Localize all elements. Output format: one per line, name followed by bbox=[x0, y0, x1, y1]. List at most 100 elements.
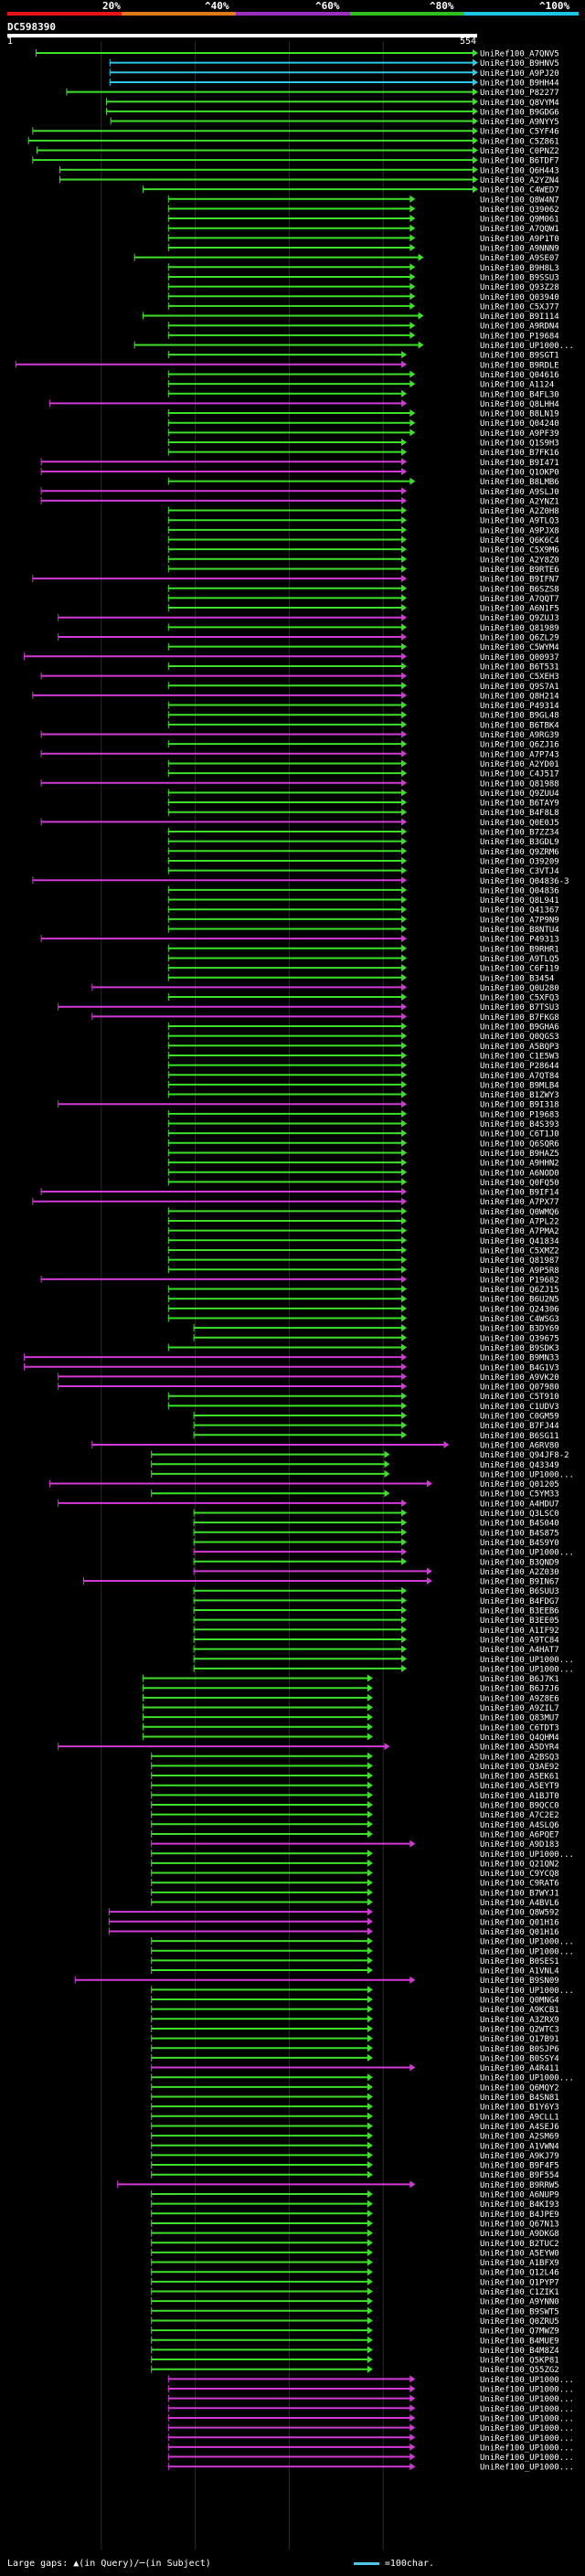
hit-label[interactable]: UniRef100_Q81989 bbox=[480, 624, 559, 633]
hit-label[interactable]: UniRef100_UP1000... bbox=[480, 1947, 574, 1956]
hit-label[interactable]: UniRef100_Q1OKP0 bbox=[480, 468, 559, 477]
hit-label[interactable]: UniRef100_Q17B91 bbox=[480, 2035, 559, 2044]
hit-label[interactable]: UniRef100_A9SE07 bbox=[480, 254, 559, 263]
hit-label[interactable]: UniRef100_Q5KP81 bbox=[480, 2357, 559, 2366]
hit-label[interactable]: UniRef100_A5EK61 bbox=[480, 1773, 559, 1782]
hit-label[interactable]: UniRef100_Q9ZUJ3 bbox=[480, 614, 559, 623]
hit-label[interactable]: UniRef100_Q9ZRM6 bbox=[480, 848, 559, 857]
hit-label[interactable]: UniRef100_C5XMZ2 bbox=[480, 1246, 559, 1256]
hit-label[interactable]: UniRef100_B9SGT1 bbox=[480, 352, 559, 361]
hit-label[interactable]: UniRef100_C5Z861 bbox=[480, 137, 559, 146]
hit-label[interactable]: UniRef100_P49313 bbox=[480, 936, 559, 945]
hit-label[interactable]: UniRef100_A9Z8E6 bbox=[480, 1694, 559, 1703]
hit-label[interactable]: UniRef100_Q83MU7 bbox=[480, 1714, 559, 1723]
hit-label[interactable]: UniRef100_UP1000... bbox=[480, 2386, 574, 2395]
hit-label[interactable]: UniRef100_Q24306 bbox=[480, 1305, 559, 1314]
hit-label[interactable]: UniRef100_B9RHR1 bbox=[480, 945, 559, 954]
hit-label[interactable]: UniRef100_C5XJ77 bbox=[480, 302, 559, 312]
hit-label[interactable]: UniRef100_B0SJP6 bbox=[480, 2045, 559, 2054]
hit-label[interactable]: UniRef100_Q7MWZ9 bbox=[480, 2327, 559, 2337]
hit-label[interactable]: UniRef100_B7FJ44 bbox=[480, 1422, 559, 1431]
hit-label[interactable]: UniRef100_B9IF14 bbox=[480, 1189, 559, 1198]
hit-label[interactable]: UniRef100_C1ZIK1 bbox=[480, 2288, 559, 2297]
hit-label[interactable]: UniRef100_Q6ZL29 bbox=[480, 634, 559, 643]
hit-label[interactable]: UniRef100_Q2WTC3 bbox=[480, 2025, 559, 2034]
hit-label[interactable]: UniRef100_Q67N13 bbox=[480, 2220, 559, 2229]
hit-label[interactable]: UniRef100_A7PMA2 bbox=[480, 1227, 559, 1236]
hit-label[interactable]: UniRef100_Q81987 bbox=[480, 1256, 559, 1266]
hit-label[interactable]: UniRef100_A7QQT7 bbox=[480, 595, 559, 604]
hit-label[interactable]: UniRef100_B4FL30 bbox=[480, 390, 559, 399]
hit-label[interactable]: UniRef100_A4HDU7 bbox=[480, 1500, 559, 1509]
hit-label[interactable]: UniRef100_A9CLL1 bbox=[480, 2113, 559, 2122]
hit-label[interactable]: UniRef100_A6N1F5 bbox=[480, 605, 559, 614]
hit-label[interactable]: UniRef100_A5EYT9 bbox=[480, 1782, 559, 1791]
hit-label[interactable]: UniRef100_P19682 bbox=[480, 1276, 559, 1285]
hit-label[interactable]: UniRef100_B9MLB4 bbox=[480, 1081, 559, 1090]
hit-label[interactable]: UniRef100_B8LN19 bbox=[480, 410, 559, 419]
hit-label[interactable]: UniRef100_A1BJT0 bbox=[480, 1792, 559, 1801]
hit-label[interactable]: UniRef100_C9YCQ8 bbox=[480, 1870, 559, 1879]
hit-label[interactable]: UniRef100_Q0QGS3 bbox=[480, 1033, 559, 1042]
hit-label[interactable]: UniRef100_A1BFX9 bbox=[480, 2259, 559, 2268]
hit-label[interactable]: UniRef100_Q1PYP7 bbox=[480, 2278, 559, 2287]
hit-label[interactable]: UniRef100_B4SN81 bbox=[480, 2094, 559, 2103]
hit-label[interactable]: UniRef100_C5YM33 bbox=[480, 1490, 559, 1500]
hit-label[interactable]: UniRef100_C9RAT6 bbox=[480, 1880, 559, 1889]
hit-label[interactable]: UniRef100_C5T910 bbox=[480, 1393, 559, 1402]
hit-label[interactable]: UniRef100_B9HAZ5 bbox=[480, 1150, 559, 1159]
hit-label[interactable]: UniRef100_B6TDF7 bbox=[480, 157, 559, 166]
hit-label[interactable]: UniRef100_B6SUU3 bbox=[480, 1587, 559, 1596]
hit-label[interactable]: UniRef100_B7FK16 bbox=[480, 449, 559, 458]
hit-label[interactable]: UniRef100_A2Y8Z0 bbox=[480, 556, 559, 565]
hit-label[interactable]: UniRef100_B4S393 bbox=[480, 1120, 559, 1129]
hit-label[interactable]: UniRef100_A2YZN4 bbox=[480, 176, 559, 186]
hit-label[interactable]: UniRef100_A2YNZ1 bbox=[480, 497, 559, 506]
hit-label[interactable]: UniRef100_C1E5W3 bbox=[480, 1052, 559, 1061]
hit-label[interactable]: UniRef100_Q01H16 bbox=[480, 1928, 559, 1937]
hit-label[interactable]: UniRef100_A5EYW0 bbox=[480, 2249, 559, 2258]
hit-label[interactable]: UniRef100_B9GHA6 bbox=[480, 1023, 559, 1033]
hit-label[interactable]: UniRef100_Q55ZG2 bbox=[480, 2366, 559, 2375]
hit-label[interactable]: UniRef100_A9NYY5 bbox=[480, 118, 559, 127]
hit-label[interactable]: UniRef100_Q6ZJ16 bbox=[480, 741, 559, 750]
hit-label[interactable]: UniRef100_Q41367 bbox=[480, 906, 559, 916]
hit-label[interactable]: UniRef100_Q03940 bbox=[480, 293, 559, 302]
hit-label[interactable]: UniRef100_B4S040 bbox=[480, 1520, 559, 1529]
hit-label[interactable]: UniRef100_C3VTJ4 bbox=[480, 867, 559, 876]
hit-label[interactable]: UniRef100_B4S875 bbox=[480, 1529, 559, 1538]
hit-label[interactable]: UniRef100_A4R411 bbox=[480, 2064, 559, 2073]
hit-label[interactable]: UniRef100_C6T1J0 bbox=[480, 1130, 559, 1140]
hit-label[interactable]: UniRef100_C6TDT3 bbox=[480, 1723, 559, 1733]
hit-label[interactable]: UniRef100_B9HH44 bbox=[480, 79, 559, 88]
hit-label[interactable]: UniRef100_A7C2E2 bbox=[480, 1811, 559, 1820]
hit-label[interactable]: UniRef100_C4WED7 bbox=[480, 186, 559, 196]
hit-label[interactable]: UniRef100_A9PJ20 bbox=[480, 69, 559, 79]
hit-label[interactable]: UniRef100_Q94JF8-2 bbox=[480, 1451, 569, 1460]
hit-label[interactable]: UniRef100_A1IF92 bbox=[480, 1627, 559, 1636]
hit-label[interactable]: UniRef100_B4MUE9 bbox=[480, 2337, 559, 2346]
hit-label[interactable]: UniRef100_B9SWT5 bbox=[480, 2307, 559, 2316]
hit-label[interactable]: UniRef100_A7PL22 bbox=[480, 1218, 559, 1227]
hit-label[interactable]: UniRef100_C4J517 bbox=[480, 770, 559, 779]
hit-label[interactable]: UniRef100_Q41834 bbox=[480, 1237, 559, 1246]
hit-label[interactable]: UniRef100_Q43349 bbox=[480, 1461, 559, 1470]
hit-label[interactable]: UniRef100_Q01205 bbox=[480, 1480, 559, 1489]
hit-label[interactable]: UniRef100_Q4QHM4 bbox=[480, 1733, 559, 1743]
hit-label[interactable]: UniRef100_UP1000... bbox=[480, 2405, 574, 2414]
hit-label[interactable]: UniRef100_A5BQP3 bbox=[480, 1043, 559, 1052]
hit-label[interactable]: UniRef100_B4M8Z4 bbox=[480, 2347, 559, 2356]
hit-label[interactable]: UniRef100_B7FKG8 bbox=[480, 1013, 559, 1023]
hit-label[interactable]: UniRef100_A9RG39 bbox=[480, 731, 559, 740]
hit-label[interactable]: UniRef100_A9TLQ3 bbox=[480, 517, 559, 526]
hit-label[interactable]: UniRef100_B7TSU3 bbox=[480, 1003, 559, 1012]
hit-label[interactable]: UniRef100_Q3LSC0 bbox=[480, 1510, 559, 1519]
hit-label[interactable]: UniRef100_UP1000... bbox=[480, 2424, 574, 2433]
hit-label[interactable]: UniRef100_A9HHN2 bbox=[480, 1160, 559, 1169]
hit-label[interactable]: UniRef100_A9P5R8 bbox=[480, 1267, 559, 1276]
hit-label[interactable]: UniRef100_Q0ZRU5 bbox=[480, 2317, 559, 2327]
hit-label[interactable]: UniRef100_P19683 bbox=[480, 1110, 559, 1119]
hit-label[interactable]: UniRef100_B4FDG7 bbox=[480, 1597, 559, 1606]
hit-label[interactable]: UniRef100_B9RTE6 bbox=[480, 566, 559, 575]
hit-label[interactable]: UniRef100_A9ZIL7 bbox=[480, 1704, 559, 1713]
